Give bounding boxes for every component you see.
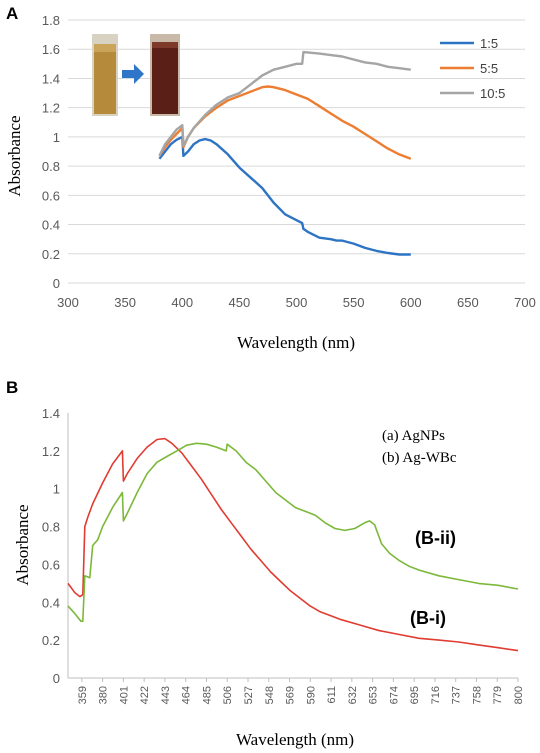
panel-b-x-tick-label: 569 — [285, 686, 297, 704]
panel-a-x-tick-label: 600 — [400, 295, 422, 310]
panel-b-x-tick-label: 548 — [264, 686, 276, 704]
panel-b-x-tick-label: 800 — [513, 686, 525, 704]
series-line-agnps — [67, 437, 519, 652]
panel-a-y-tick-label: 1 — [53, 130, 60, 145]
panel-a-y-tick-label: 1.4 — [42, 71, 60, 86]
panel-b-y-axis-title: Absorbance — [13, 504, 32, 585]
panel-b-y-tick-label: 1.2 — [42, 444, 60, 459]
panel-b-x-tick-label: 443 — [160, 686, 172, 704]
panel-b-y-tick-label: 0.8 — [42, 520, 60, 535]
panel-b-x-tick-label: 527 — [243, 686, 255, 704]
panel-a-x-tick-label: 550 — [343, 295, 365, 310]
panel-b-x-tick-label: 695 — [409, 686, 421, 704]
panel-b-x-tick-label: 380 — [98, 686, 110, 704]
panel-b-legend-entry-b: (b) Ag-WBc — [382, 450, 457, 466]
series-line-10-5 — [158, 50, 411, 157]
panel-a-x-ticks: 300 350 400 450 500 550 600 650 700 — [57, 295, 536, 310]
panel-b-x-tick-label: 632 — [347, 686, 359, 704]
panel-a-y-tick-label: 0.4 — [42, 218, 60, 233]
panel-a-x-tick-label: 300 — [57, 295, 79, 310]
panel-a-x-tick-label: 700 — [514, 295, 536, 310]
panel-a-letter: A — [6, 4, 18, 23]
panel-a-x-tick-label: 500 — [286, 295, 308, 310]
panel-a-y-tick-label: 1.6 — [42, 42, 60, 57]
curve-label-b-i: (B-i) — [410, 608, 446, 628]
panel-b-x-tick-label: 653 — [368, 686, 380, 704]
panel-b-y-tick-label: 0 — [53, 671, 60, 686]
panel-a-x-axis-title: Wavelength (nm) — [237, 333, 355, 352]
legend-entry-label: 1:5 — [480, 36, 498, 51]
curve-label-b-ii: (B-ii) — [415, 528, 456, 548]
panel-b-x-tick-label: 779 — [492, 686, 504, 704]
vial-photo-inset — [92, 34, 180, 116]
panel-a-y-ticks: 0 0.2 0.4 0.6 0.8 1 1.2 1.4 1.6 1.8 — [42, 13, 60, 291]
panel-a-x-tick-label: 400 — [171, 295, 193, 310]
panel-b-x-tick-label: 485 — [202, 686, 214, 704]
panel-a-y-tick-label: 0.6 — [42, 188, 60, 203]
panel-b-x-ticks: 359 380 401 422 443 464 485 506 527 548 569 590 611 6… — [77, 678, 525, 704]
panel-a-y-tick-label: 0.8 — [42, 159, 60, 174]
panel-b: B 0 0.2 0.4 0.6 0.8 1 1.2 1.4 359 380 401 422 443 46… — [6, 378, 525, 749]
panel-a-y-tick-label: 1.8 — [42, 13, 60, 28]
panel-b-y-ticks: 0 0.2 0.4 0.6 0.8 1 1.2 1.4 — [42, 406, 60, 686]
arrow-right-icon — [122, 64, 144, 84]
panel-b-series — [67, 437, 519, 652]
panel-b-x-tick-label: 611 — [326, 686, 338, 704]
panel-b-y-tick-label: 0.4 — [42, 595, 60, 610]
panel-b-x-tick-label: 401 — [118, 686, 130, 704]
panel-a-y-tick-label: 0 — [53, 276, 60, 291]
panel-b-x-tick-label: 590 — [305, 686, 317, 704]
panel-a: A 0 0.2 0.4 0.6 0.8 1 1.2 1.4 1.6 1.8 300 350 400 45… — [5, 4, 536, 352]
panel-b-y-tick-label: 1.4 — [42, 406, 60, 421]
panel-a-x-tick-label: 650 — [457, 295, 479, 310]
panel-a-y-axis-title: Absorbance — [5, 115, 24, 196]
panel-a-legend: 1:5 5:5 10:5 — [440, 36, 505, 101]
panel-b-x-tick-label: 464 — [181, 686, 193, 704]
panel-a-x-tick-label: 350 — [114, 295, 136, 310]
series-line-1-5 — [158, 135, 411, 256]
panel-b-x-tick-label: 674 — [388, 686, 400, 704]
panel-b-x-tick-label: 359 — [77, 686, 89, 704]
panel-b-y-tick-label: 1 — [53, 482, 60, 497]
legend-entry-label: 5:5 — [480, 61, 498, 76]
panel-a-x-tick-label: 450 — [229, 295, 251, 310]
panel-b-y-tick-label: 0.6 — [42, 557, 60, 572]
panel-b-x-tick-label: 758 — [472, 686, 484, 704]
panel-b-axes — [67, 413, 518, 679]
panel-a-gridlines — [68, 19, 525, 284]
panel-b-x-axis-title: Wavelength (nm) — [236, 730, 354, 749]
panel-b-x-tick-label: 716 — [430, 686, 442, 704]
panel-b-x-tick-label: 737 — [451, 686, 463, 704]
panel-b-x-tick-label: 506 — [222, 686, 234, 704]
panel-a-y-tick-label: 1.2 — [42, 101, 60, 116]
legend-entry-label: 10:5 — [480, 86, 505, 101]
panel-b-x-tick-label: 422 — [139, 686, 151, 704]
panel-a-y-tick-label: 0.2 — [42, 247, 60, 262]
panel-b-letter: B — [6, 378, 18, 397]
series-line-ag-wbc — [67, 442, 519, 622]
panel-b-legend-entry-a: (a) AgNPs — [382, 428, 445, 444]
panel-a-series — [158, 50, 412, 256]
panel-b-y-tick-label: 0.2 — [42, 633, 60, 648]
